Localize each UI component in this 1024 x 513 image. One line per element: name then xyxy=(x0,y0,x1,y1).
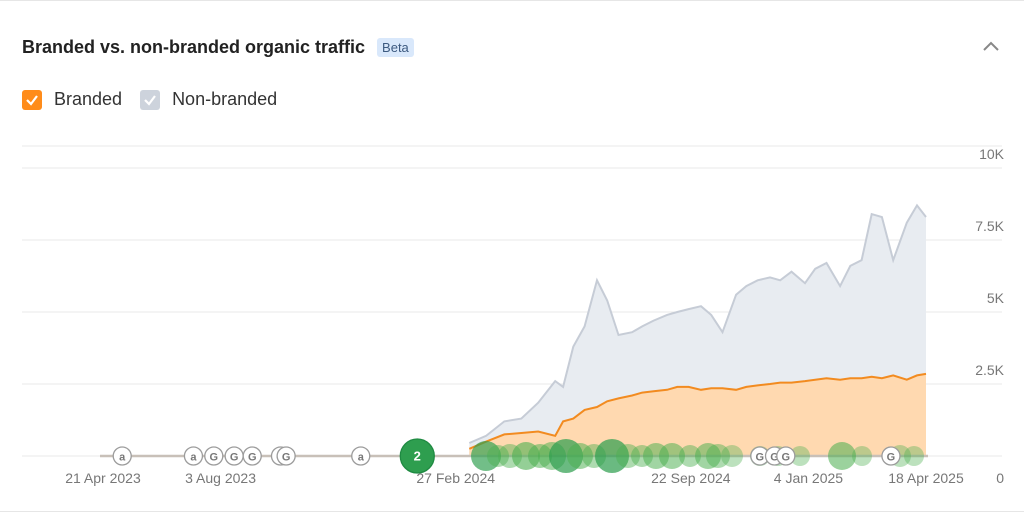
card-title: Branded vs. non-branded organic traffic xyxy=(22,36,366,57)
activity-bubble xyxy=(695,443,721,469)
event-marker xyxy=(351,446,371,466)
legend-label-branded: Branded xyxy=(54,89,123,109)
event-marker-label: 2 xyxy=(414,449,421,464)
event-marker-label: a xyxy=(119,452,126,464)
event-marker xyxy=(399,438,435,474)
check-icon xyxy=(26,94,38,106)
check-icon xyxy=(144,94,156,106)
y-tick-label: 2.5K xyxy=(975,362,1004,378)
event-marker xyxy=(881,446,901,466)
activity-bubble xyxy=(790,446,810,466)
activity-bubble xyxy=(828,442,856,470)
activity-bubble xyxy=(679,445,701,467)
event-marker xyxy=(776,446,796,466)
activity-bubble xyxy=(904,446,924,466)
legend-item-branded[interactable]: Branded xyxy=(22,89,122,110)
event-marker-label: G xyxy=(282,452,291,464)
event-marker-label: G xyxy=(770,452,779,464)
legend-label-non-branded: Non-branded xyxy=(172,89,278,109)
event-marker-label: G xyxy=(782,452,791,464)
beta-badge: Beta xyxy=(377,37,414,57)
checkbox-non-branded[interactable] xyxy=(140,89,161,110)
non-branded-line xyxy=(468,203,927,444)
event-marker-label: a xyxy=(358,452,365,464)
activity-bubble xyxy=(471,441,501,471)
x-tick-label: 27 Feb 2024 xyxy=(416,470,495,486)
event-marker-label: G xyxy=(230,452,239,464)
event-marker-label: G xyxy=(210,452,219,464)
event-marker-label: G xyxy=(248,452,257,464)
branded-line xyxy=(468,372,927,450)
chevron-up-icon[interactable] xyxy=(980,37,1002,55)
x-tick-label: 3 Aug 2023 xyxy=(185,470,256,486)
x-tick-label: 4 Jan 2025 xyxy=(774,470,843,486)
legend-item-non-branded[interactable]: Non-branded xyxy=(140,89,277,110)
activity-bubble xyxy=(852,446,872,466)
checkbox-branded[interactable] xyxy=(22,89,42,110)
y-tick-label: 5K xyxy=(987,290,1005,306)
y-tick-label: 0 xyxy=(996,470,1004,486)
event-marker xyxy=(242,446,262,466)
x-tick-label: 21 Apr 2023 xyxy=(65,470,141,486)
y-tick-label: 10K xyxy=(979,146,1005,162)
activity-bubble xyxy=(567,443,593,469)
event-marker-label: G xyxy=(887,452,896,464)
event-marker-label: G xyxy=(756,452,765,464)
activity-bubble xyxy=(706,444,730,468)
y-tick-label: 7.5K xyxy=(975,218,1004,234)
x-tick-label: 22 Sep 2024 xyxy=(651,470,731,486)
activity-bubble xyxy=(487,445,509,467)
chart-legend: Branded Non-branded xyxy=(22,89,295,110)
activity-bubble xyxy=(659,443,685,469)
activity-bubble xyxy=(616,444,640,468)
card-header: Branded vs. non-branded organic traffic … xyxy=(22,35,414,59)
branded-area xyxy=(469,373,926,456)
event-marker-label: a xyxy=(190,452,197,464)
event-marker xyxy=(183,446,204,466)
event-marker xyxy=(112,446,132,466)
activity-bubble xyxy=(595,439,629,473)
activity-bubble xyxy=(721,445,743,467)
event-marker xyxy=(276,446,296,466)
event-marker xyxy=(204,446,224,466)
x-tick-label: 18 Apr 2025 xyxy=(888,470,964,486)
